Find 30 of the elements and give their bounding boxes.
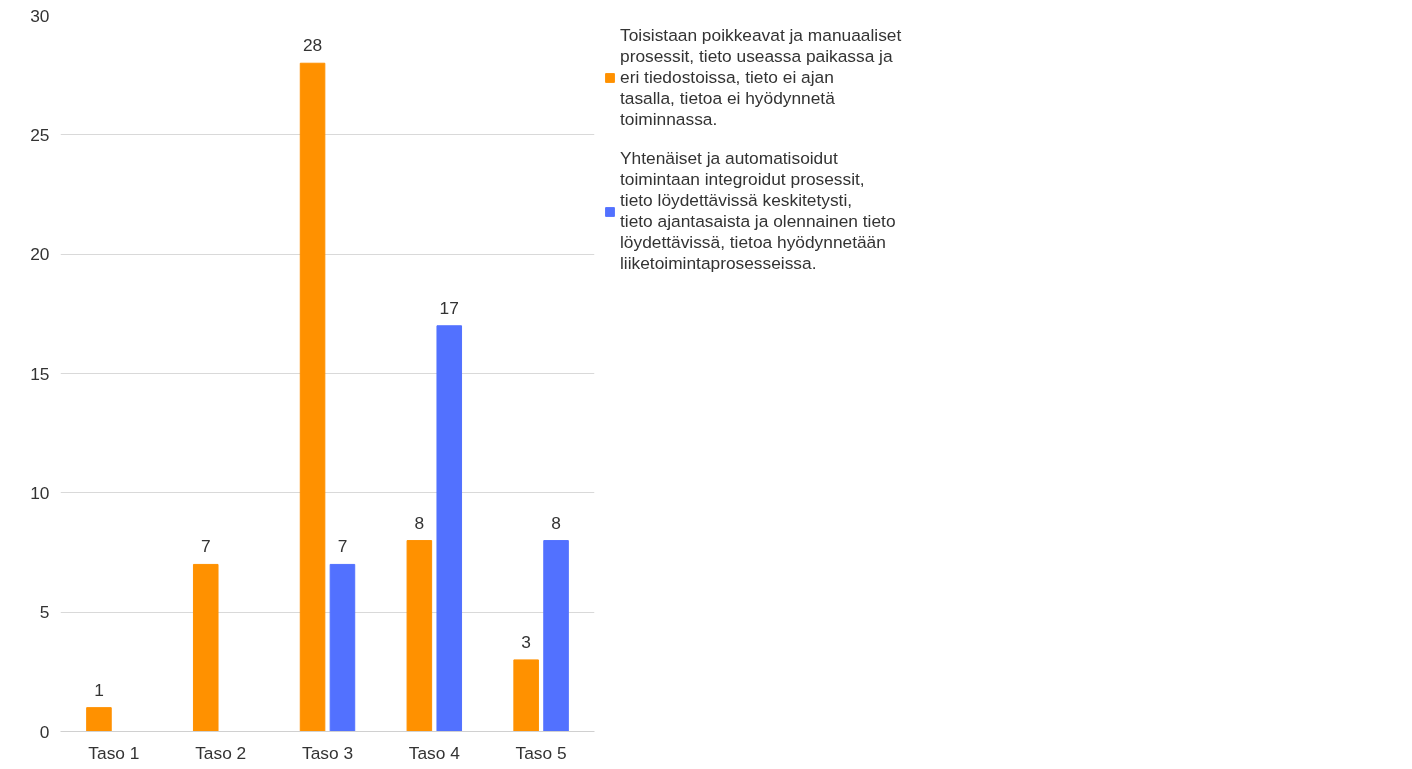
bar [543,540,569,732]
y-tick-label: 15 [30,363,50,384]
y-tick-label: 20 [30,244,50,265]
x-tick-label: Taso 1 [88,742,140,763]
y-tick-label: 5 [39,602,50,623]
bar [436,325,463,732]
y-tick-label: 25 [30,124,50,145]
data-label: 1 [94,679,104,700]
bar [86,707,112,732]
bar [299,62,326,732]
bar [192,563,219,732]
bar [513,659,539,732]
data-label: 3 [521,631,531,652]
x-tick-label: Taso 2 [195,742,247,763]
x-tick-label: Taso 5 [515,742,567,763]
legend-label: Toisistaan poikkeavat ja manuaaliset prosessit, tieto useassa paikassa ja eri tiedostoissa, tieto ei ajan tasalla, tietoa ei hyödynnetä toiminnassa. [620,25,902,130]
data-label: 17 [439,297,459,318]
legend-label: Yhtenäiset ja automatisoidut toimintaan integroidut prosessit, tieto löydettävissä keskitetysti, tieto ajantasaista ja olennainen tieto löydettävissä, tietoa hyödynnetään liiketoimintaprosesseissa. [620,148,896,274]
bar [329,563,356,732]
bar [406,540,433,732]
data-label: 28 [302,35,323,56]
data-label: 8 [551,512,561,533]
y-tick-label: 0 [39,721,50,742]
y-tick-label: 10 [30,482,50,503]
x-tick-label: Taso 4 [408,742,461,763]
y-tick-label: 30 [30,5,50,26]
x-tick-label: Taso 3 [301,742,354,763]
data-label: 7 [200,536,211,557]
data-label: 7 [337,536,348,557]
data-label: 8 [414,512,425,533]
